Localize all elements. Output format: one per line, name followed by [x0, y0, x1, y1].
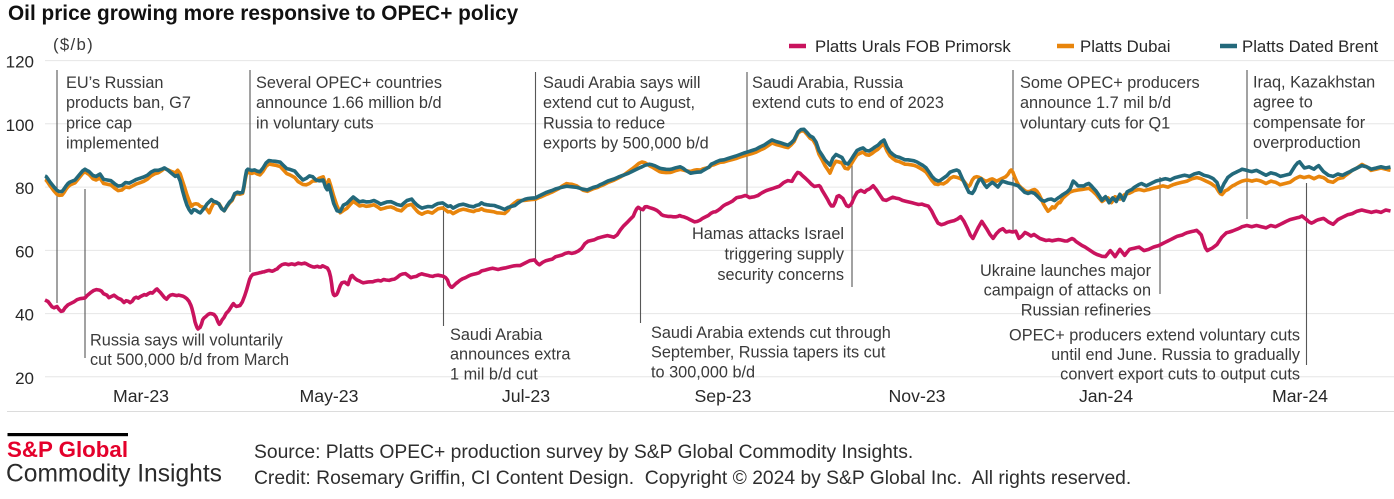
svg-text:until end June. Russia to grad: until end June. Russia to gradually: [1051, 346, 1301, 364]
svg-text:in voluntary cuts: in voluntary cuts: [256, 114, 374, 132]
svg-text:Source: Platts OPEC+ productio: Source: Platts OPEC+ production survey b…: [254, 442, 913, 463]
svg-text:EU’s Russian: EU’s Russian: [66, 74, 163, 92]
svg-text:May-23: May-23: [300, 386, 359, 406]
svg-text:Jan-24: Jan-24: [1079, 386, 1133, 406]
svg-text:Jul-23: Jul-23: [502, 386, 550, 406]
svg-text:($/b): ($/b): [53, 35, 94, 54]
svg-text:1 mil b/d cut: 1 mil b/d cut: [450, 365, 538, 383]
svg-text:S&P Global: S&P Global: [7, 437, 128, 462]
svg-text:implemented: implemented: [66, 135, 159, 153]
svg-text:announces extra: announces extra: [450, 346, 571, 364]
svg-text:agree to: agree to: [1253, 94, 1313, 112]
svg-text:40: 40: [15, 306, 34, 325]
svg-text:Ukraine launches major: Ukraine launches major: [980, 262, 1152, 280]
svg-text:Credit: Rosemary Griffin, CI C: Credit: Rosemary Griffin, CI Content Des…: [254, 468, 1131, 489]
svg-text:triggering supply: triggering supply: [725, 245, 845, 263]
svg-text:convert export cuts to output: convert export cuts to output cuts: [1060, 366, 1300, 384]
svg-text:Platts Urals FOB Primorsk: Platts Urals FOB Primorsk: [815, 37, 1011, 56]
svg-text:20: 20: [15, 369, 34, 388]
svg-text:exports by 500,000 b/d: exports by 500,000 b/d: [543, 135, 709, 153]
svg-text:campaign of attacks on: campaign of attacks on: [984, 282, 1151, 300]
svg-text:security concerns: security concerns: [717, 266, 844, 284]
svg-text:Mar-23: Mar-23: [113, 386, 169, 406]
svg-text:Russia says will voluntarily: Russia says will voluntarily: [90, 331, 284, 349]
svg-text:Mar-24: Mar-24: [1272, 386, 1328, 406]
svg-text:80: 80: [15, 179, 34, 198]
svg-text:Russian refineries: Russian refineries: [1021, 301, 1151, 319]
svg-text:to 300,000 b/d: to 300,000 b/d: [651, 363, 755, 381]
svg-text:60: 60: [15, 242, 34, 261]
svg-text:overproduction: overproduction: [1253, 134, 1361, 152]
svg-text:Saudi Arabia, Russia: Saudi Arabia, Russia: [752, 74, 904, 92]
svg-text:Platts Dubai: Platts Dubai: [1080, 37, 1170, 56]
svg-text:120: 120: [6, 53, 34, 72]
svg-text:100: 100: [6, 116, 34, 135]
svg-text:announce 1.7 mil b/d: announce 1.7 mil b/d: [1020, 94, 1171, 112]
svg-text:Russia to reduce: Russia to reduce: [543, 114, 665, 132]
svg-text:Nov-23: Nov-23: [888, 386, 945, 406]
svg-text:Sep-23: Sep-23: [694, 386, 751, 406]
svg-text:Oil price growing more respons: Oil price growing more responsive to OPE…: [8, 2, 519, 25]
svg-text:extend cuts to end of 2023: extend cuts to end of 2023: [752, 94, 944, 112]
svg-text:Commodity Insights: Commodity Insights: [6, 461, 222, 488]
svg-text:Platts Dated Brent: Platts Dated Brent: [1242, 37, 1379, 56]
svg-text:OPEC+ producers extend volunta: OPEC+ producers extend voluntary cuts: [1009, 326, 1300, 344]
svg-text:Saudi Arabia extends cut throu: Saudi Arabia extends cut through: [651, 324, 891, 342]
svg-text:announce 1.66 million b/d: announce 1.66 million b/d: [256, 94, 442, 112]
svg-text:Several OPEC+ countries: Several OPEC+ countries: [256, 74, 442, 92]
svg-text:price cap: price cap: [66, 114, 132, 132]
svg-text:Hamas attacks Israel: Hamas attacks Israel: [692, 225, 844, 243]
svg-text:Iraq, Kazakhstan: Iraq, Kazakhstan: [1253, 74, 1375, 92]
svg-text:Some OPEC+ producers: Some OPEC+ producers: [1020, 74, 1200, 92]
svg-text:September, Russia tapers its c: September, Russia tapers its cut: [651, 344, 886, 362]
svg-text:Saudi Arabia: Saudi Arabia: [450, 326, 543, 344]
svg-text:cut 500,000 b/d from March: cut 500,000 b/d from March: [90, 351, 289, 369]
svg-text:Saudi Arabia says will: Saudi Arabia says will: [543, 74, 700, 92]
svg-text:voluntary cuts for Q1: voluntary cuts for Q1: [1020, 114, 1170, 132]
svg-text:compensate for: compensate for: [1253, 114, 1366, 132]
svg-text:products ban, G7: products ban, G7: [66, 94, 191, 112]
svg-text:extend cut to August,: extend cut to August,: [543, 94, 695, 112]
